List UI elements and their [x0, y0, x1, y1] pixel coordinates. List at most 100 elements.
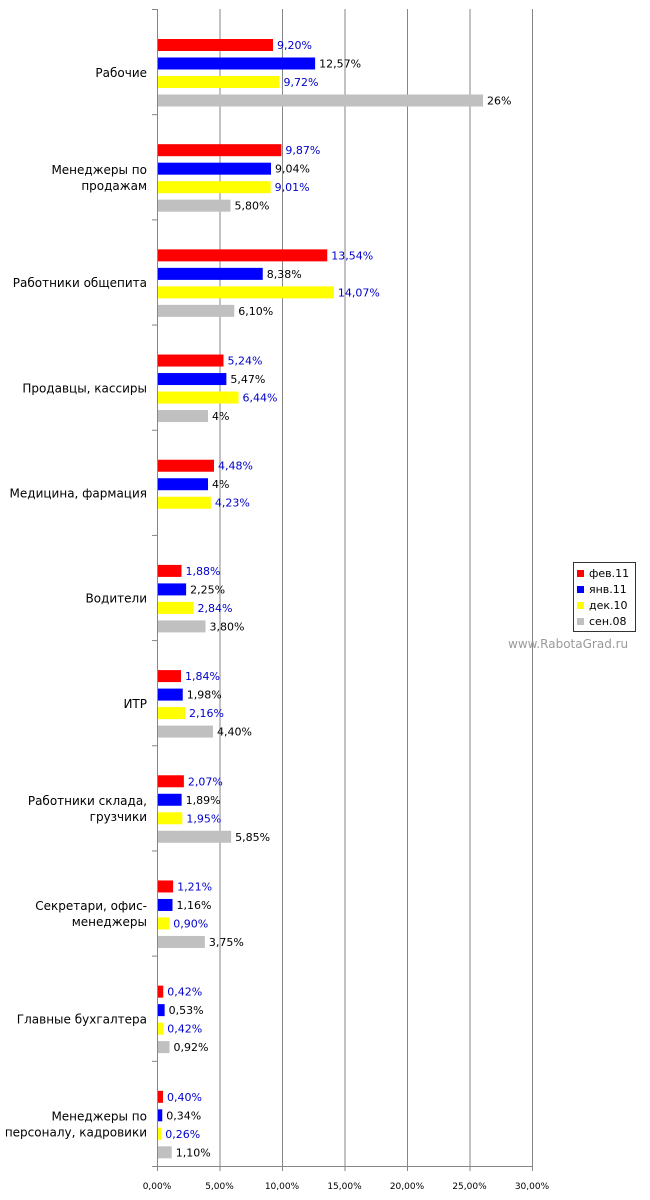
legend-label-feb11: фев.11 [589, 566, 630, 580]
x-tick-label: 30,00% [515, 1182, 550, 1192]
bar [158, 162, 271, 175]
data-label: 26% [487, 95, 511, 108]
data-label: 12,57% [319, 58, 361, 71]
bar [158, 304, 235, 317]
bar [158, 354, 224, 367]
data-label: 1,10% [176, 1146, 211, 1159]
bar [158, 391, 239, 404]
category-label: Менеджеры по [51, 163, 147, 177]
bar [158, 286, 334, 299]
data-label: 5,80% [235, 200, 270, 213]
data-label: 0,42% [167, 986, 202, 999]
data-label: 0,26% [165, 1128, 200, 1141]
category-label: Главные бухгалтера [17, 1012, 147, 1026]
bar [158, 199, 231, 212]
data-label: 2,07% [188, 775, 223, 788]
bar [158, 1127, 162, 1140]
legend-swatch-jan11 [577, 585, 584, 593]
legend-item-dec10: дек.10 [577, 597, 632, 613]
legend-label-sep08: сен.08 [589, 614, 627, 628]
watermark-text: www.RabotaGrad.ru [508, 637, 629, 651]
category-label: грузчики [90, 810, 147, 824]
data-label: 1,95% [186, 812, 221, 825]
data-label: 9,04% [275, 163, 310, 176]
bar [158, 1004, 165, 1017]
data-label: 1,16% [177, 899, 212, 912]
bar [158, 267, 263, 280]
category-label: Менеджеры по [51, 1110, 147, 1124]
bar [158, 144, 282, 157]
category-label: персоналу, кадровики [5, 1126, 147, 1140]
category-label: Работники склада, [28, 794, 147, 808]
data-label: 1,84% [185, 670, 220, 683]
data-label: 4,48% [218, 460, 253, 473]
bar [158, 917, 170, 930]
bar [158, 935, 205, 948]
category-label: Продавцы, кассиры [22, 381, 147, 395]
data-label: 0,53% [169, 1004, 204, 1017]
data-label: 5,85% [235, 831, 270, 844]
bar [158, 670, 181, 683]
category-label: менеджеры [72, 915, 147, 929]
data-label: 0,42% [167, 1023, 202, 1036]
x-tick-label: 25,00% [452, 1182, 487, 1192]
bar [158, 812, 183, 825]
legend-item-jan11: янв.11 [577, 581, 632, 597]
data-label: 6,10% [238, 305, 273, 318]
bar [158, 496, 211, 509]
legend-label-jan11: янв.11 [589, 582, 627, 596]
category-label: Работники общепита [13, 276, 147, 290]
bar [158, 459, 214, 472]
data-label: 0,40% [167, 1091, 202, 1104]
data-label: 4% [212, 410, 229, 423]
data-label: 14,07% [338, 286, 380, 299]
bar [158, 410, 208, 423]
bar [158, 1022, 164, 1035]
bar [158, 583, 187, 596]
bar [158, 775, 184, 788]
bar [158, 181, 271, 194]
data-label: 1,98% [187, 689, 222, 702]
bar [158, 249, 328, 262]
x-tick-label: 20,00% [390, 1182, 425, 1192]
data-label: 2,25% [190, 583, 225, 596]
data-label: 9,01% [275, 181, 310, 194]
data-label: 4,23% [215, 497, 250, 510]
x-tick-label: 10,00% [265, 1182, 300, 1192]
bar [158, 880, 174, 893]
data-label: 2,84% [198, 602, 233, 615]
chart-legend: фев.11 янв.11 дек.10 сен.08 [573, 562, 636, 632]
bar [158, 478, 208, 491]
x-tick-label: 0,00% [143, 1182, 172, 1192]
bar [158, 898, 173, 911]
data-label: 1,88% [186, 565, 221, 578]
data-label: 6,44% [243, 392, 278, 405]
bar [158, 707, 185, 720]
bar [158, 94, 483, 107]
bar [158, 57, 316, 70]
category-label: продажам [81, 179, 147, 193]
bar [158, 1109, 163, 1122]
bar [158, 373, 227, 386]
legend-swatch-dec10 [577, 601, 584, 609]
data-label: 1,21% [177, 880, 212, 893]
bar [158, 620, 206, 633]
data-label: 8,38% [267, 268, 302, 281]
data-label: 5,24% [228, 355, 263, 368]
data-label: 0,90% [173, 917, 208, 930]
legend-swatch-feb11 [577, 569, 584, 577]
category-label: Секретари, офис- [35, 899, 147, 913]
category-label: Водители [85, 592, 147, 606]
legend-label-dec10: дек.10 [589, 598, 628, 612]
x-tick-label: 5,00% [205, 1182, 234, 1192]
bar [158, 601, 194, 614]
category-label: Рабочие [95, 66, 147, 80]
data-label: 3,80% [210, 620, 245, 633]
bar [158, 1041, 170, 1054]
bar [158, 1146, 172, 1159]
legend-item-sep08: сен.08 [577, 613, 632, 629]
category-label: Медицина, фармация [10, 486, 147, 500]
bar [158, 76, 280, 88]
bar [158, 725, 213, 738]
